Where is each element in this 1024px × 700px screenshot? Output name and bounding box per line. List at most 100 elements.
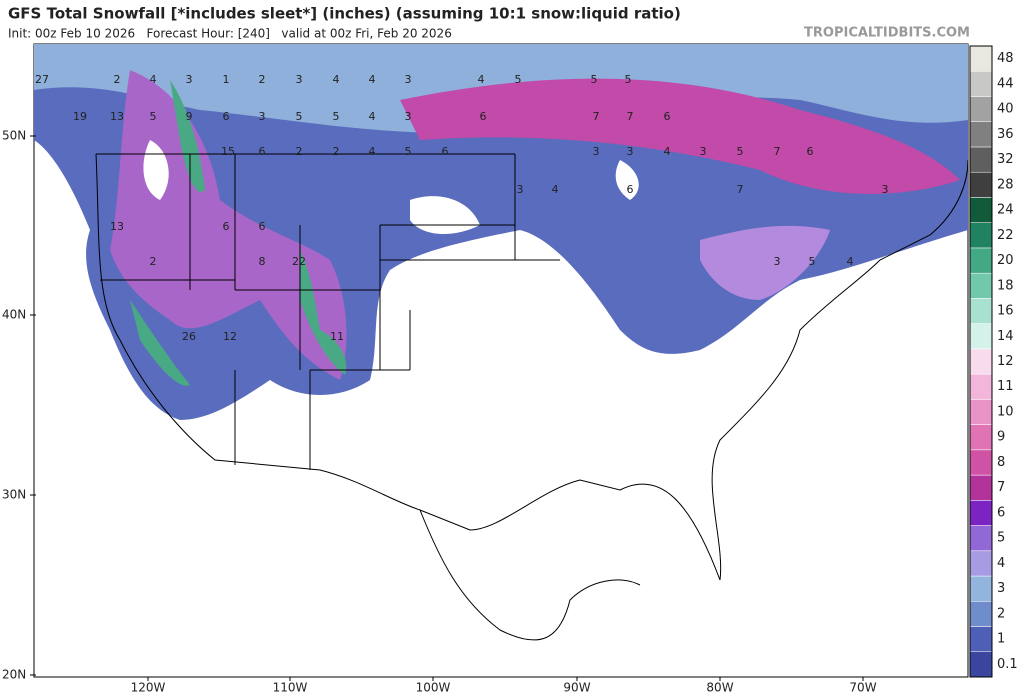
title: GFS Total Snowfall [*includes sleet*] (i… — [8, 5, 681, 23]
snow-region — [400, 78, 960, 194]
snow-region — [700, 225, 830, 300]
colorbar-segment — [969, 222, 993, 249]
colorbar-label: 6 — [997, 505, 1005, 520]
snow-amount-label: 5 — [809, 255, 816, 268]
coastline — [419, 509, 641, 641]
snow-amount-label: 6 — [223, 220, 230, 233]
state-border — [96, 153, 560, 470]
snow-amount-label: 4 — [664, 145, 671, 158]
colorbar-label: 14 — [997, 329, 1014, 344]
snow-amount-label: 26 — [182, 330, 196, 343]
lon-label: 120W — [131, 681, 166, 695]
snow-amount-label: 4 — [478, 73, 485, 86]
colorbar-label: 18 — [997, 278, 1014, 293]
colorbar-segment — [969, 575, 993, 602]
snow-amount-label: 6 — [442, 145, 449, 158]
lon-label: 70W — [849, 681, 876, 695]
snow-amount-label: 6 — [223, 110, 230, 123]
lon-label: 110W — [273, 681, 308, 695]
snow-amount-label: 5 — [333, 110, 340, 123]
snow-amount-label: 6 — [807, 145, 814, 158]
lon-label: 80W — [706, 681, 733, 695]
colorbar-label: 22 — [997, 228, 1014, 243]
colorbar-label: 16 — [997, 304, 1014, 319]
colorbar-segment — [969, 45, 993, 72]
colorbar-segment — [969, 272, 993, 299]
colorbar-segment — [969, 651, 993, 678]
snow-amount-label: 3 — [405, 73, 412, 86]
colorbar-label: 24 — [997, 203, 1014, 218]
snow-amount-label: 5 — [625, 73, 632, 86]
snow-amount-label: 4 — [847, 255, 854, 268]
lat-label: 50N — [2, 129, 26, 143]
snow-amount-label: 3 — [296, 73, 303, 86]
snow-amount-label: 3 — [593, 145, 600, 158]
snow-amount-label: 3 — [405, 110, 412, 123]
snow-amount-label: 5 — [150, 110, 157, 123]
colorbar-segment — [969, 601, 993, 627]
subtitle: Init: 00z Feb 10 2026 Forecast Hour: [24… — [8, 27, 452, 41]
colorbar-segment — [969, 449, 993, 476]
snow-amount-label: 2 — [333, 145, 340, 158]
snow-amount-label: 3 — [186, 73, 193, 86]
colorbar-label: 1 — [997, 632, 1005, 647]
snow-amount-label: 6 — [664, 110, 671, 123]
lat-label: 30N — [2, 488, 26, 502]
colorbar-label: 32 — [997, 152, 1014, 167]
lat-label: 20N — [2, 668, 26, 682]
colorbar-label: 12 — [997, 354, 1014, 369]
lat-label: 40N — [2, 308, 26, 322]
colorbar-segment — [969, 399, 993, 425]
snow-amount-label: 12 — [223, 330, 237, 343]
colorbar-label: 5 — [997, 531, 1005, 546]
snow-amount-label: 5 — [591, 73, 598, 86]
snow-amount-label: 5 — [296, 110, 303, 123]
colorbar-label: 0.1 — [997, 657, 1018, 672]
snow-amount-label: 4 — [369, 73, 376, 86]
colorbar-segment — [969, 171, 993, 198]
snow-amount-label: 2 — [296, 145, 303, 158]
colorbar-label: 40 — [997, 102, 1014, 117]
snow-amount-label: 6 — [259, 220, 266, 233]
snow-amount-label: 3 — [774, 255, 781, 268]
colorbar-segment — [969, 474, 993, 501]
colorbar-segment — [969, 146, 993, 173]
coastline — [95, 153, 969, 581]
snow-amount-label: 3 — [259, 110, 266, 123]
colorbar-segment — [969, 121, 993, 148]
colorbar-segment — [969, 500, 993, 526]
colorbar-segment — [969, 70, 993, 97]
colorbar-label: 11 — [997, 379, 1014, 394]
snow-amount-label: 4 — [150, 73, 157, 86]
colorbar-segment — [969, 550, 993, 577]
colorbar-segment — [969, 373, 993, 400]
colorbar: 0.11234567891011121416182022242832364044… — [969, 45, 1018, 678]
snow-amount-label: 4 — [552, 183, 559, 196]
snow-amount-label: 13 — [110, 110, 124, 123]
colorbar-segment — [969, 197, 993, 223]
snow-amount-label: 4 — [369, 145, 376, 158]
snow-amount-label: 7 — [593, 110, 600, 123]
snow-amount-label: 2 — [114, 73, 121, 86]
snow-amount-label: 5 — [405, 145, 412, 158]
colorbar-label: 28 — [997, 177, 1014, 192]
colorbar-label: 48 — [997, 51, 1014, 66]
snow-amount-label: 6 — [627, 183, 634, 196]
snow-amount-label: 3 — [700, 145, 707, 158]
map-labels: 27 2 4 3 1 2 3 4 4 3 4 5 5 519 13 5 9 6 3 5 5 4 3 6 7 7 615 6 2 2 4 5 6 3… — [35, 73, 889, 343]
snow-amount-label: 13 — [110, 220, 124, 233]
snow-amount-label: 3 — [627, 145, 634, 158]
colorbar-label: 4 — [997, 556, 1005, 571]
colorbar-segment — [969, 525, 993, 552]
snow-amount-label: 7 — [774, 145, 781, 158]
colorbar-label: 20 — [997, 253, 1014, 268]
map-area — [33, 43, 969, 678]
colorbar-segment — [969, 96, 993, 122]
snow-amount-label: 1 — [223, 73, 230, 86]
snow-amount-label: 8 — [259, 255, 266, 268]
snow-amount-label: 4 — [369, 110, 376, 123]
snow-amount-label: 2 — [259, 73, 266, 86]
snow-amount-label: 7 — [627, 110, 634, 123]
colorbar-segment — [969, 348, 993, 375]
